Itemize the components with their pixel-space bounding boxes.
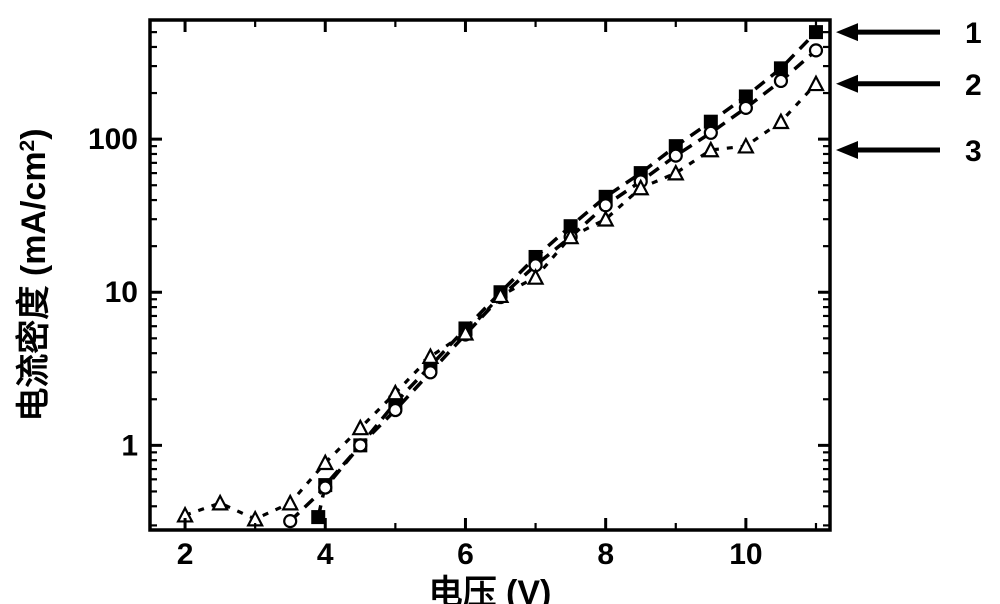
y-axis-label-group: 电流密度 (mA/cm2) <box>14 128 53 421</box>
marker-circle <box>319 482 331 494</box>
y-tick-label: 1 <box>121 429 138 462</box>
annotation-label-a1: 1 <box>965 17 982 50</box>
y-tick-label: 10 <box>105 276 138 309</box>
marker-circle <box>740 102 752 114</box>
marker-circle <box>705 127 717 139</box>
annotation-label-a3: 3 <box>965 135 982 168</box>
marker-circle <box>670 150 682 162</box>
y-axis-label: 电流密度 (mA/cm2) <box>14 128 53 421</box>
chart-container: 2 4 6 8 10 1 10 100 电压 (V) 电流密度 (mA/cm2) 1 2 3 <box>0 0 1000 604</box>
marker-circle <box>775 75 787 87</box>
marker-circle <box>424 366 436 378</box>
x-tick-label: 2 <box>177 538 194 571</box>
annotation-label-a2: 2 <box>965 69 982 102</box>
x-axis-label: 电压 (V) <box>429 574 552 604</box>
y-tick-label: 100 <box>88 123 138 156</box>
x-tick-label: 10 <box>729 538 762 571</box>
marker-circle <box>284 515 296 527</box>
x-tick-label: 4 <box>317 538 334 571</box>
marker-square <box>809 26 822 39</box>
chart-svg: 2 4 6 8 10 1 10 100 电压 (V) 电流密度 (mA/cm2) 1 2 3 <box>0 0 1000 604</box>
marker-circle <box>810 44 822 56</box>
x-tick-label: 8 <box>597 538 614 571</box>
marker-square <box>774 62 787 75</box>
x-tick-label: 6 <box>457 538 474 571</box>
marker-circle <box>600 199 612 211</box>
marker-square <box>312 511 325 524</box>
marker-circle <box>389 404 401 416</box>
marker-circle <box>354 439 366 451</box>
